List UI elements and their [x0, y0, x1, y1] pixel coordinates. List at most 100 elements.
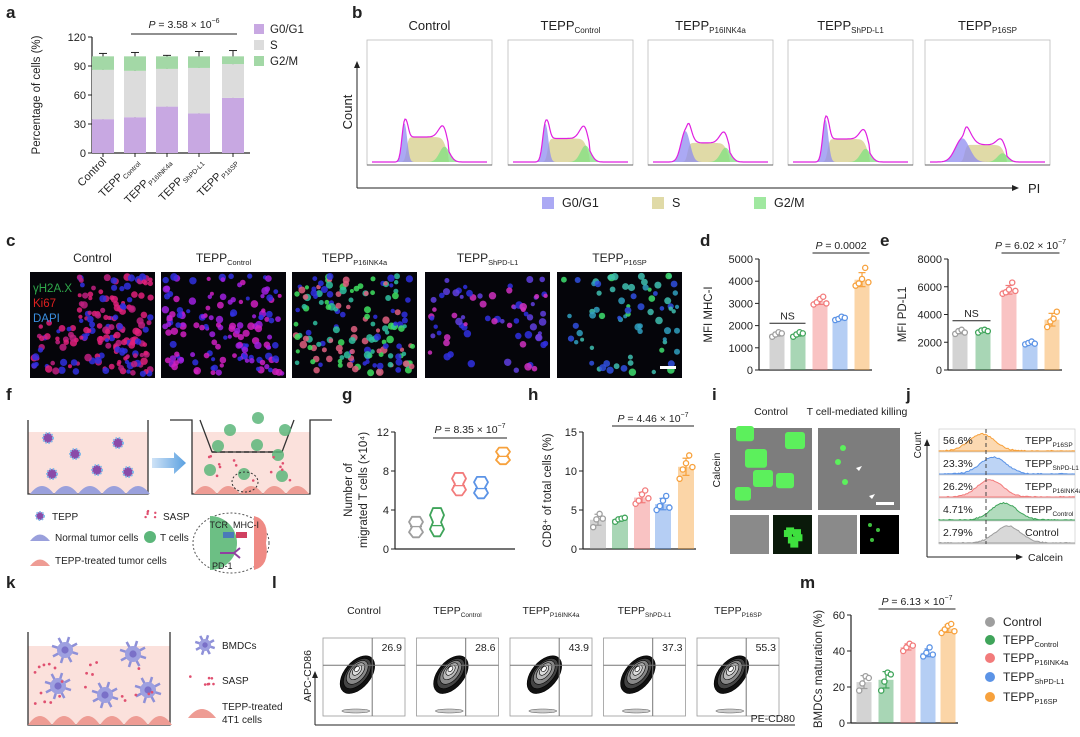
- nucleus: [318, 280, 324, 287]
- sasp-dot: [33, 702, 37, 705]
- nucleus: [335, 344, 343, 352]
- histogram-curve: [939, 479, 1076, 498]
- bar-segment-g0g1: [188, 113, 210, 153]
- nucleus: [396, 343, 402, 350]
- nucleus: [523, 311, 529, 317]
- nucleus: [119, 350, 126, 356]
- legend-label: G2/M: [270, 56, 298, 68]
- data-point: [778, 330, 786, 337]
- nucleus: [261, 308, 266, 313]
- p-symbol: P: [881, 596, 888, 608]
- tepp-particle: [91, 464, 103, 476]
- nucleus: [37, 347, 44, 353]
- histogram-panel: TEPPP16SP: [924, 18, 1051, 166]
- tepp-particle: [69, 448, 81, 460]
- nucleus: [193, 369, 199, 374]
- nucleus: [387, 353, 394, 359]
- live-cell: [776, 473, 794, 489]
- group-label-base: TEPP: [1003, 690, 1034, 704]
- bmdc-nucleus: [129, 650, 137, 658]
- nucleus: [372, 363, 378, 368]
- data-point: [662, 492, 670, 500]
- group-label: TEPPP16INK4a: [1025, 481, 1080, 495]
- nucleus: [76, 307, 83, 313]
- nucleus: [79, 335, 84, 340]
- nucleus: [320, 286, 328, 293]
- sasp-dot: [232, 459, 236, 462]
- y-tick-label: 12: [377, 427, 389, 439]
- normal-tumor-cell: [126, 486, 150, 494]
- nucleus: [259, 359, 266, 366]
- nucleus: [228, 273, 234, 280]
- group-label: TEPPControl: [196, 251, 252, 267]
- nucleus: [223, 335, 228, 340]
- normal-tumor-cell: [78, 486, 102, 494]
- group-label-base: TEPP: [1025, 481, 1052, 493]
- nucleus: [363, 291, 369, 296]
- nucleus: [519, 341, 527, 348]
- percent-label: 23.3%: [943, 458, 973, 470]
- nucleus: [589, 360, 595, 366]
- nucleus: [647, 308, 654, 316]
- nucleus: [538, 318, 547, 326]
- nucleus: [255, 366, 261, 372]
- data-point: [887, 671, 895, 678]
- p-value-label: P = 4.46 × 10−7: [617, 412, 688, 425]
- y-axis-label: CD8⁺ of total cells (%): [542, 433, 554, 547]
- nucleus: [302, 294, 309, 300]
- p-value: NS: [964, 308, 979, 320]
- p-exponent: −7: [1058, 239, 1066, 246]
- t-cell: [279, 424, 291, 436]
- group-label-base: TEPP: [1025, 504, 1052, 516]
- nucleus: [339, 355, 345, 360]
- group-label-sub: P16INK4a: [709, 26, 746, 35]
- sasp-icon: [189, 675, 192, 678]
- legend-bmdcs: BMDCs: [222, 641, 256, 652]
- live-cell: [840, 445, 846, 451]
- histogram-panel: TEPPP16INK4a: [647, 18, 774, 166]
- p-symbol: P: [815, 240, 822, 252]
- nucleus: [141, 279, 147, 285]
- nucleus: [364, 313, 370, 320]
- nucleus: [206, 276, 211, 281]
- chart-e: 0 2000 4000 6000 8000 MFI PD-L1 NS P = 6.02 × 1…: [897, 239, 1066, 377]
- p-symbol: P: [617, 413, 624, 425]
- p-value-label: P = 6.02 × 10−7: [995, 239, 1066, 252]
- nucleus: [655, 316, 663, 325]
- y-tick-label: 5000: [729, 254, 753, 266]
- nucleus: [247, 322, 255, 331]
- bar: [940, 628, 956, 723]
- nucleus: [113, 334, 117, 338]
- p-value: NS: [780, 310, 795, 322]
- legend-dot: [985, 653, 995, 663]
- violin: [429, 507, 445, 538]
- group-label-base: TEPP: [1025, 435, 1052, 447]
- y-tick-label: 0: [80, 148, 86, 160]
- group-label-sub: ShPD-L1: [182, 160, 207, 185]
- nucleus: [386, 335, 394, 344]
- p-value-label: P = 0.0002: [815, 240, 866, 252]
- data-point: [1012, 287, 1019, 295]
- nucleus: [647, 287, 652, 292]
- chart-m: 0 20 40 60 BMDCs maturation (%) P = 6.13 × 10…: [813, 595, 958, 730]
- contour-plot: TEPPControl 28.6: [416, 605, 499, 717]
- stain-legend-label: Ki67: [33, 298, 56, 310]
- y-tick-label: 0: [839, 718, 845, 730]
- nucleus: [219, 363, 224, 368]
- nucleus: [232, 353, 237, 358]
- nucleus: [138, 321, 146, 329]
- nucleus: [477, 293, 483, 299]
- nucleus: [630, 293, 637, 300]
- tumor-cell-large: [254, 516, 267, 570]
- data-point: [865, 674, 873, 682]
- sasp-dot: [134, 693, 138, 697]
- nucleus: [376, 368, 384, 376]
- nucleus: [87, 291, 94, 298]
- nucleus: [348, 297, 354, 303]
- tepp-particle: [46, 468, 58, 480]
- sasp-icon: [146, 512, 149, 516]
- s-phase-area: [793, 139, 908, 162]
- histogram-panel: TEPPControl: [507, 18, 634, 166]
- data-point: [599, 515, 607, 522]
- nucleus: [463, 330, 472, 338]
